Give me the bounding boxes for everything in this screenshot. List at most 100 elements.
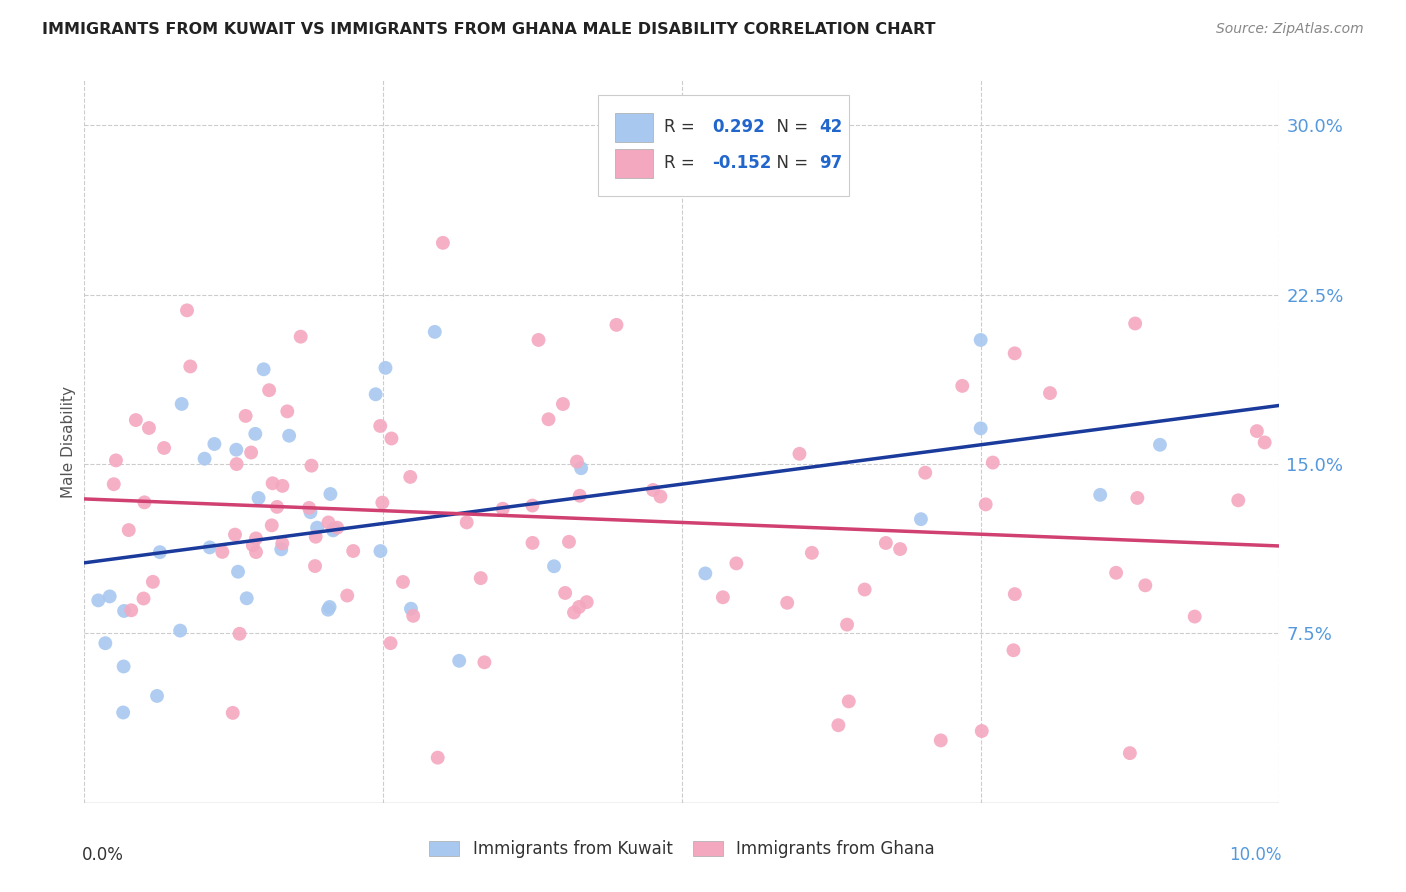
Text: N =: N = bbox=[766, 119, 813, 136]
Point bbox=[245, 426, 267, 441]
Point bbox=[853, 582, 876, 597]
Point bbox=[569, 461, 592, 475]
Point bbox=[789, 447, 811, 461]
Point bbox=[838, 694, 860, 708]
Point bbox=[423, 325, 446, 339]
FancyBboxPatch shape bbox=[599, 95, 849, 196]
Point bbox=[98, 590, 121, 604]
Point bbox=[950, 379, 973, 393]
Point bbox=[235, 409, 257, 423]
Point bbox=[695, 566, 717, 581]
Text: R =: R = bbox=[664, 154, 700, 172]
Point bbox=[301, 458, 323, 473]
Point bbox=[153, 441, 176, 455]
Text: -0.152: -0.152 bbox=[711, 154, 770, 172]
Point bbox=[364, 387, 387, 401]
Point bbox=[266, 500, 288, 514]
Point bbox=[474, 655, 496, 669]
Point bbox=[202, 437, 225, 451]
Point bbox=[1090, 488, 1112, 502]
Point bbox=[276, 404, 298, 418]
Point bbox=[176, 303, 198, 318]
Point bbox=[342, 544, 364, 558]
Point bbox=[910, 512, 932, 526]
Point bbox=[399, 470, 422, 484]
Point bbox=[253, 362, 276, 376]
Point bbox=[316, 602, 339, 616]
Point bbox=[104, 453, 127, 467]
Point bbox=[318, 516, 340, 530]
Point bbox=[974, 497, 997, 511]
Point bbox=[711, 591, 734, 605]
Point bbox=[112, 659, 135, 673]
Point bbox=[112, 604, 135, 618]
Point bbox=[271, 479, 294, 493]
Point bbox=[835, 617, 858, 632]
Point bbox=[224, 527, 246, 541]
Point bbox=[371, 495, 394, 509]
Point bbox=[193, 451, 215, 466]
Point bbox=[245, 532, 267, 546]
Point bbox=[1119, 746, 1142, 760]
Point bbox=[245, 545, 267, 559]
Point bbox=[240, 445, 263, 459]
Text: R =: R = bbox=[664, 119, 700, 136]
Point bbox=[149, 545, 172, 559]
Point bbox=[211, 545, 233, 559]
Point bbox=[575, 595, 598, 609]
Point bbox=[380, 432, 402, 446]
Point bbox=[368, 419, 391, 434]
Point bbox=[402, 608, 425, 623]
Point bbox=[568, 489, 591, 503]
Point bbox=[226, 565, 249, 579]
FancyBboxPatch shape bbox=[614, 149, 654, 178]
Point bbox=[318, 599, 340, 614]
Point bbox=[336, 589, 359, 603]
Point bbox=[257, 383, 280, 397]
Point bbox=[290, 329, 312, 343]
Point bbox=[492, 501, 515, 516]
Point bbox=[298, 500, 321, 515]
Point bbox=[271, 536, 294, 550]
Point bbox=[134, 495, 156, 509]
Point bbox=[1126, 491, 1149, 505]
Text: 42: 42 bbox=[820, 119, 842, 136]
Point bbox=[456, 516, 478, 530]
Text: Source: ZipAtlas.com: Source: ZipAtlas.com bbox=[1216, 22, 1364, 37]
Legend: Immigrants from Kuwait, Immigrants from Ghana: Immigrants from Kuwait, Immigrants from … bbox=[420, 832, 943, 867]
Point bbox=[305, 530, 328, 544]
Point bbox=[970, 724, 993, 739]
Point bbox=[527, 333, 550, 347]
Point bbox=[981, 456, 1004, 470]
Point bbox=[270, 542, 292, 557]
Point bbox=[260, 518, 283, 533]
Point bbox=[970, 421, 993, 435]
Point bbox=[800, 546, 823, 560]
Point bbox=[1004, 587, 1026, 601]
Point bbox=[1123, 317, 1146, 331]
Point bbox=[558, 534, 581, 549]
Text: 0.292: 0.292 bbox=[711, 119, 765, 136]
Point bbox=[1253, 435, 1275, 450]
Point bbox=[262, 476, 284, 491]
Point bbox=[522, 536, 544, 550]
Point bbox=[537, 412, 560, 426]
Point bbox=[889, 542, 911, 557]
Point bbox=[304, 559, 326, 574]
Point bbox=[228, 627, 250, 641]
Point bbox=[827, 718, 849, 732]
Point bbox=[1002, 643, 1025, 657]
FancyBboxPatch shape bbox=[614, 112, 654, 142]
Text: 0.0%: 0.0% bbox=[82, 847, 124, 864]
Point bbox=[169, 624, 191, 638]
Point bbox=[370, 544, 392, 558]
Point bbox=[326, 521, 349, 535]
Point bbox=[970, 333, 993, 347]
Point bbox=[1039, 386, 1062, 401]
Point bbox=[247, 491, 270, 505]
Point bbox=[647, 168, 669, 182]
Point bbox=[225, 442, 247, 457]
Point bbox=[1246, 424, 1268, 438]
Point bbox=[179, 359, 201, 374]
Point bbox=[198, 541, 221, 555]
